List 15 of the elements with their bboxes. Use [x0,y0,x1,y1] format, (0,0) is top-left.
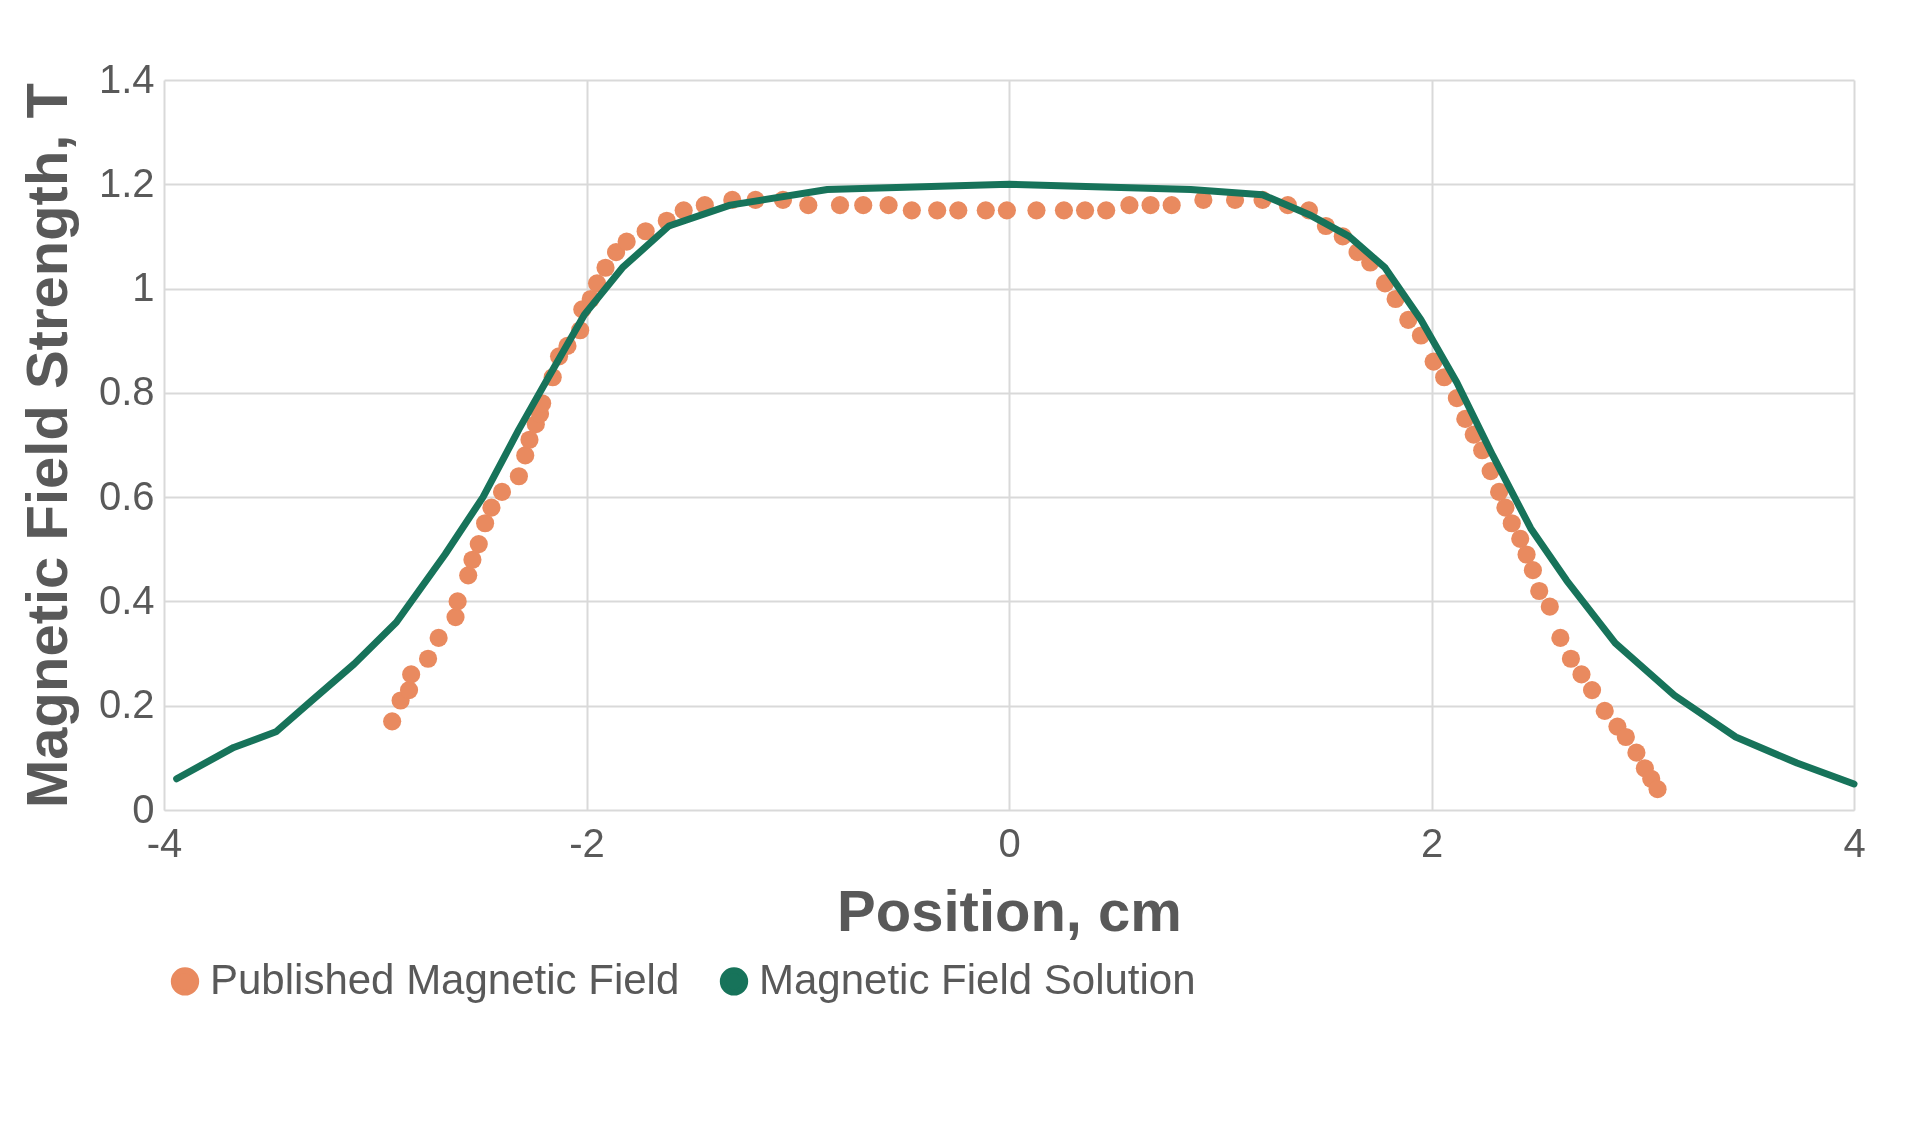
x-tick-label: 4 [1843,820,1866,865]
y-tick-label: 0.2 [98,682,155,727]
y-tick-label: 1.4 [98,56,155,101]
y-tick-label: 1 [132,265,155,310]
y-axis-title: Magnetic Field Strength, T [13,82,79,809]
legend-label: Published Magnetic Field [210,956,680,1004]
y-tick-label: 0.8 [98,369,155,414]
x-tick-label: 2 [1420,820,1444,865]
legend-label: Magnetic Field Solution [759,956,1196,1004]
y-tick-label: 1.2 [98,160,155,205]
x-tick-label: -2 [569,820,605,865]
x-tick-label: 0 [998,820,1021,865]
y-tick-label: 0.6 [98,473,155,518]
y-tick-label: 0.4 [98,577,155,622]
x-axis-title: Position, cm [837,877,1182,943]
